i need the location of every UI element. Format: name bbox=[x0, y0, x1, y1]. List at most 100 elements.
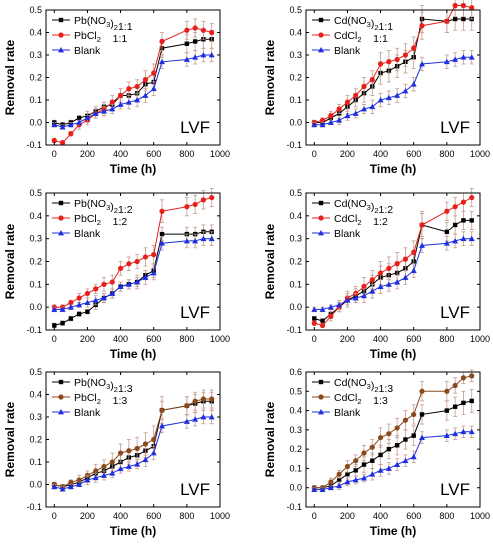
data-point bbox=[352, 110, 359, 116]
legend-subscript: 3 bbox=[367, 382, 371, 391]
annotation-lvf: LVF bbox=[180, 480, 210, 499]
data-point bbox=[468, 428, 475, 435]
annotation-lvf: LVF bbox=[180, 118, 210, 137]
annotation-lvf: LVF bbox=[180, 303, 210, 322]
x-axis-label: Time (h) bbox=[370, 524, 416, 538]
data-point bbox=[68, 479, 74, 485]
data-point bbox=[109, 290, 116, 296]
data-point bbox=[209, 194, 215, 201]
data-point bbox=[200, 197, 207, 203]
data-point bbox=[353, 458, 359, 464]
data-point bbox=[452, 404, 458, 409]
legend-text: ) bbox=[371, 201, 375, 213]
y-tick-label: 0.5 bbox=[29, 188, 42, 198]
chart-panel-3: 0 200 400 600 800 1000 -0.1 0.0 0.1 0.2 0.3 0.4 0.5 T… bbox=[3, 188, 230, 361]
data-point bbox=[51, 121, 58, 128]
legend-subscript: 3 bbox=[106, 382, 110, 391]
x-tick-label: 200 bbox=[340, 334, 355, 344]
x-tick-label: 600 bbox=[146, 149, 161, 159]
data-point bbox=[159, 58, 165, 65]
data-point bbox=[385, 281, 392, 287]
data-point bbox=[319, 486, 326, 493]
legend-label: CdCl2 1:1 bbox=[334, 30, 388, 45]
data-point bbox=[192, 237, 199, 244]
data-point bbox=[402, 274, 409, 280]
data-point bbox=[126, 261, 132, 267]
data-point bbox=[385, 465, 392, 471]
y-axis-label: Removal rate bbox=[263, 401, 277, 477]
legend-entry-2: CdCl2 1:2 bbox=[312, 213, 388, 228]
legend-label: Blank bbox=[334, 45, 361, 57]
data-point bbox=[353, 468, 358, 473]
y-axis-label: Removal rate bbox=[3, 401, 17, 477]
data-point bbox=[443, 432, 450, 439]
legend-text: Blank bbox=[74, 228, 101, 240]
y-tick-label: 0.5 bbox=[29, 5, 42, 15]
data-point bbox=[126, 86, 132, 92]
legend-text: Cd(NO bbox=[334, 198, 367, 210]
data-point bbox=[460, 2, 467, 9]
x-tick-label: 600 bbox=[406, 334, 421, 344]
data-point bbox=[311, 306, 318, 312]
data-point bbox=[370, 458, 375, 463]
legend-label: Cd(NO3)21:3 bbox=[334, 377, 393, 395]
data-point bbox=[328, 113, 334, 119]
data-point bbox=[142, 92, 149, 98]
annotation-lvf: LVF bbox=[440, 480, 470, 499]
data-point bbox=[469, 5, 475, 11]
data-point bbox=[369, 103, 376, 110]
y-tick-label: 0.0 bbox=[289, 302, 302, 312]
data-point bbox=[134, 97, 141, 103]
data-point bbox=[76, 295, 82, 301]
data-point bbox=[142, 441, 149, 447]
x-tick-label: 1000 bbox=[470, 334, 490, 344]
legend-text: Blank bbox=[74, 407, 101, 419]
legend-entry-1: Pb(NO3)21:2 bbox=[52, 198, 133, 216]
data-point bbox=[344, 463, 351, 470]
data-point bbox=[101, 295, 107, 301]
legend-subscript: 3 bbox=[367, 203, 371, 212]
data-point bbox=[200, 52, 207, 58]
y-tick-label: 0.1 bbox=[29, 95, 42, 105]
legend-text: CdCl bbox=[334, 30, 357, 42]
legend-text: PbCl bbox=[74, 30, 97, 42]
data-point bbox=[452, 2, 458, 9]
data-point bbox=[159, 240, 165, 246]
series-3 bbox=[51, 231, 215, 313]
data-point bbox=[84, 115, 91, 121]
data-point bbox=[419, 242, 425, 248]
data-point bbox=[344, 478, 351, 485]
data-point bbox=[460, 199, 467, 205]
annotation-lvf: LVF bbox=[440, 303, 470, 322]
data-point bbox=[93, 286, 99, 292]
data-point bbox=[394, 461, 401, 467]
data-point bbox=[444, 229, 450, 235]
data-point bbox=[312, 316, 317, 321]
data-point bbox=[92, 297, 99, 303]
x-tick-label: 800 bbox=[439, 334, 454, 344]
x-tick-label: 400 bbox=[373, 149, 388, 159]
data-point bbox=[444, 208, 450, 214]
data-point bbox=[361, 475, 367, 481]
data-point bbox=[394, 261, 400, 267]
x-tick-label: 400 bbox=[373, 511, 388, 521]
data-point bbox=[327, 304, 334, 310]
data-point bbox=[352, 295, 359, 301]
legend-marker bbox=[58, 47, 64, 53]
data-point bbox=[319, 117, 326, 123]
series-2 bbox=[311, 0, 475, 126]
legend-entry-3: Blank bbox=[52, 45, 101, 57]
data-point bbox=[352, 477, 359, 483]
data-point bbox=[328, 479, 334, 485]
data-point bbox=[344, 297, 351, 303]
data-point bbox=[319, 121, 326, 128]
legend-subscript: 2 bbox=[357, 397, 361, 406]
legend-text: 1:2 bbox=[379, 204, 394, 216]
x-tick-label: 1000 bbox=[470, 149, 490, 159]
data-point bbox=[109, 106, 116, 112]
data-point bbox=[377, 467, 384, 473]
y-tick-label: 0.3 bbox=[29, 412, 42, 422]
data-point bbox=[402, 457, 409, 464]
series-2 bbox=[311, 369, 475, 491]
